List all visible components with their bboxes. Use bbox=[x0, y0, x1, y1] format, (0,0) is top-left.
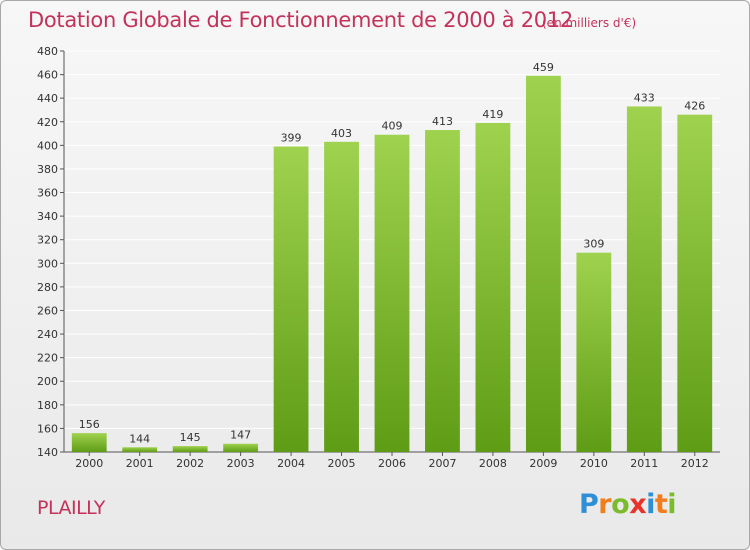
x-tick-label: 2006 bbox=[378, 457, 406, 470]
logo-letter: t bbox=[654, 489, 668, 520]
y-tick-label: 140 bbox=[37, 446, 58, 459]
data-label: 426 bbox=[684, 100, 705, 113]
logo-letter: o bbox=[611, 489, 630, 520]
y-tick-label: 280 bbox=[37, 281, 58, 294]
data-label: 156 bbox=[79, 418, 100, 431]
y-tick-label: 180 bbox=[37, 399, 58, 412]
y-tick-label: 420 bbox=[37, 116, 58, 129]
bar-2001 bbox=[122, 447, 158, 452]
y-tick-label: 260 bbox=[37, 304, 58, 317]
y-tick-label: 340 bbox=[37, 210, 58, 223]
commune-name: PLAILLY bbox=[37, 497, 105, 519]
bars bbox=[71, 75, 713, 453]
data-label: 419 bbox=[482, 108, 503, 121]
data-label: 144 bbox=[129, 432, 150, 445]
logo-letter: x bbox=[629, 489, 647, 520]
data-label: 399 bbox=[281, 132, 302, 145]
y-tick-label: 240 bbox=[37, 328, 58, 341]
y-tick-label: 400 bbox=[37, 139, 58, 152]
x-tick-label: 2000 bbox=[75, 457, 103, 470]
y-tick-label: 320 bbox=[37, 234, 58, 247]
bar-2012 bbox=[677, 114, 713, 452]
x-tick-label: 2005 bbox=[328, 457, 356, 470]
y-tick-label: 200 bbox=[37, 375, 58, 388]
x-tick-label: 2004 bbox=[277, 457, 305, 470]
data-label: 413 bbox=[432, 115, 453, 128]
bar-2010 bbox=[576, 252, 612, 452]
data-labels: 156 144 145 147 399 403 409 413 419 459 309 433 426 bbox=[79, 61, 706, 446]
bar-2007 bbox=[425, 130, 460, 453]
logo-letter: r bbox=[598, 489, 612, 520]
y-tick-label: 220 bbox=[37, 352, 58, 365]
x-tick-label: 2007 bbox=[428, 457, 456, 470]
y-tick-label: 460 bbox=[37, 69, 58, 82]
chart-unit: (en milliers d'€) bbox=[542, 16, 637, 30]
x-tick-label: 2002 bbox=[176, 457, 204, 470]
x-tick-label: 2003 bbox=[227, 457, 255, 470]
data-label: 145 bbox=[180, 431, 201, 444]
bar-2005 bbox=[324, 141, 359, 453]
chart-title: Dotation Globale de Fonctionnement de 20… bbox=[28, 8, 573, 32]
data-label: 403 bbox=[331, 127, 352, 140]
logo-letter: P bbox=[579, 489, 599, 520]
data-label: 433 bbox=[634, 91, 655, 104]
bar-2009 bbox=[525, 75, 561, 453]
data-label: 459 bbox=[533, 61, 554, 74]
bar-2008 bbox=[475, 122, 511, 452]
bar-2003 bbox=[223, 443, 259, 452]
y-tick-label: 360 bbox=[37, 187, 58, 200]
x-tick-label: 2011 bbox=[630, 457, 658, 470]
y-tick-label: 440 bbox=[37, 92, 58, 105]
y-tick-label: 480 bbox=[37, 45, 58, 58]
data-label: 309 bbox=[583, 238, 604, 251]
y-tick-label: 300 bbox=[37, 257, 58, 270]
bar-2002 bbox=[172, 446, 208, 452]
x-tick-label: 2001 bbox=[126, 457, 154, 470]
data-label: 147 bbox=[230, 429, 251, 442]
x-tick-label: 2008 bbox=[479, 457, 507, 470]
bar-2004 bbox=[273, 146, 309, 452]
bar-2000 bbox=[71, 433, 107, 452]
x-tick-label: 2010 bbox=[580, 457, 608, 470]
bar-2006 bbox=[374, 134, 410, 453]
bar-2011 bbox=[626, 106, 662, 453]
logo-letter: i bbox=[646, 489, 655, 520]
y-tick-label: 380 bbox=[37, 163, 58, 176]
x-tick-label: 2012 bbox=[681, 457, 709, 470]
data-label: 409 bbox=[382, 120, 403, 133]
logo-letter: i bbox=[667, 489, 677, 520]
y-tick-label: 160 bbox=[37, 422, 58, 435]
proxiti-logo: Proxiti bbox=[579, 489, 677, 520]
x-tick-label: 2009 bbox=[529, 457, 557, 470]
